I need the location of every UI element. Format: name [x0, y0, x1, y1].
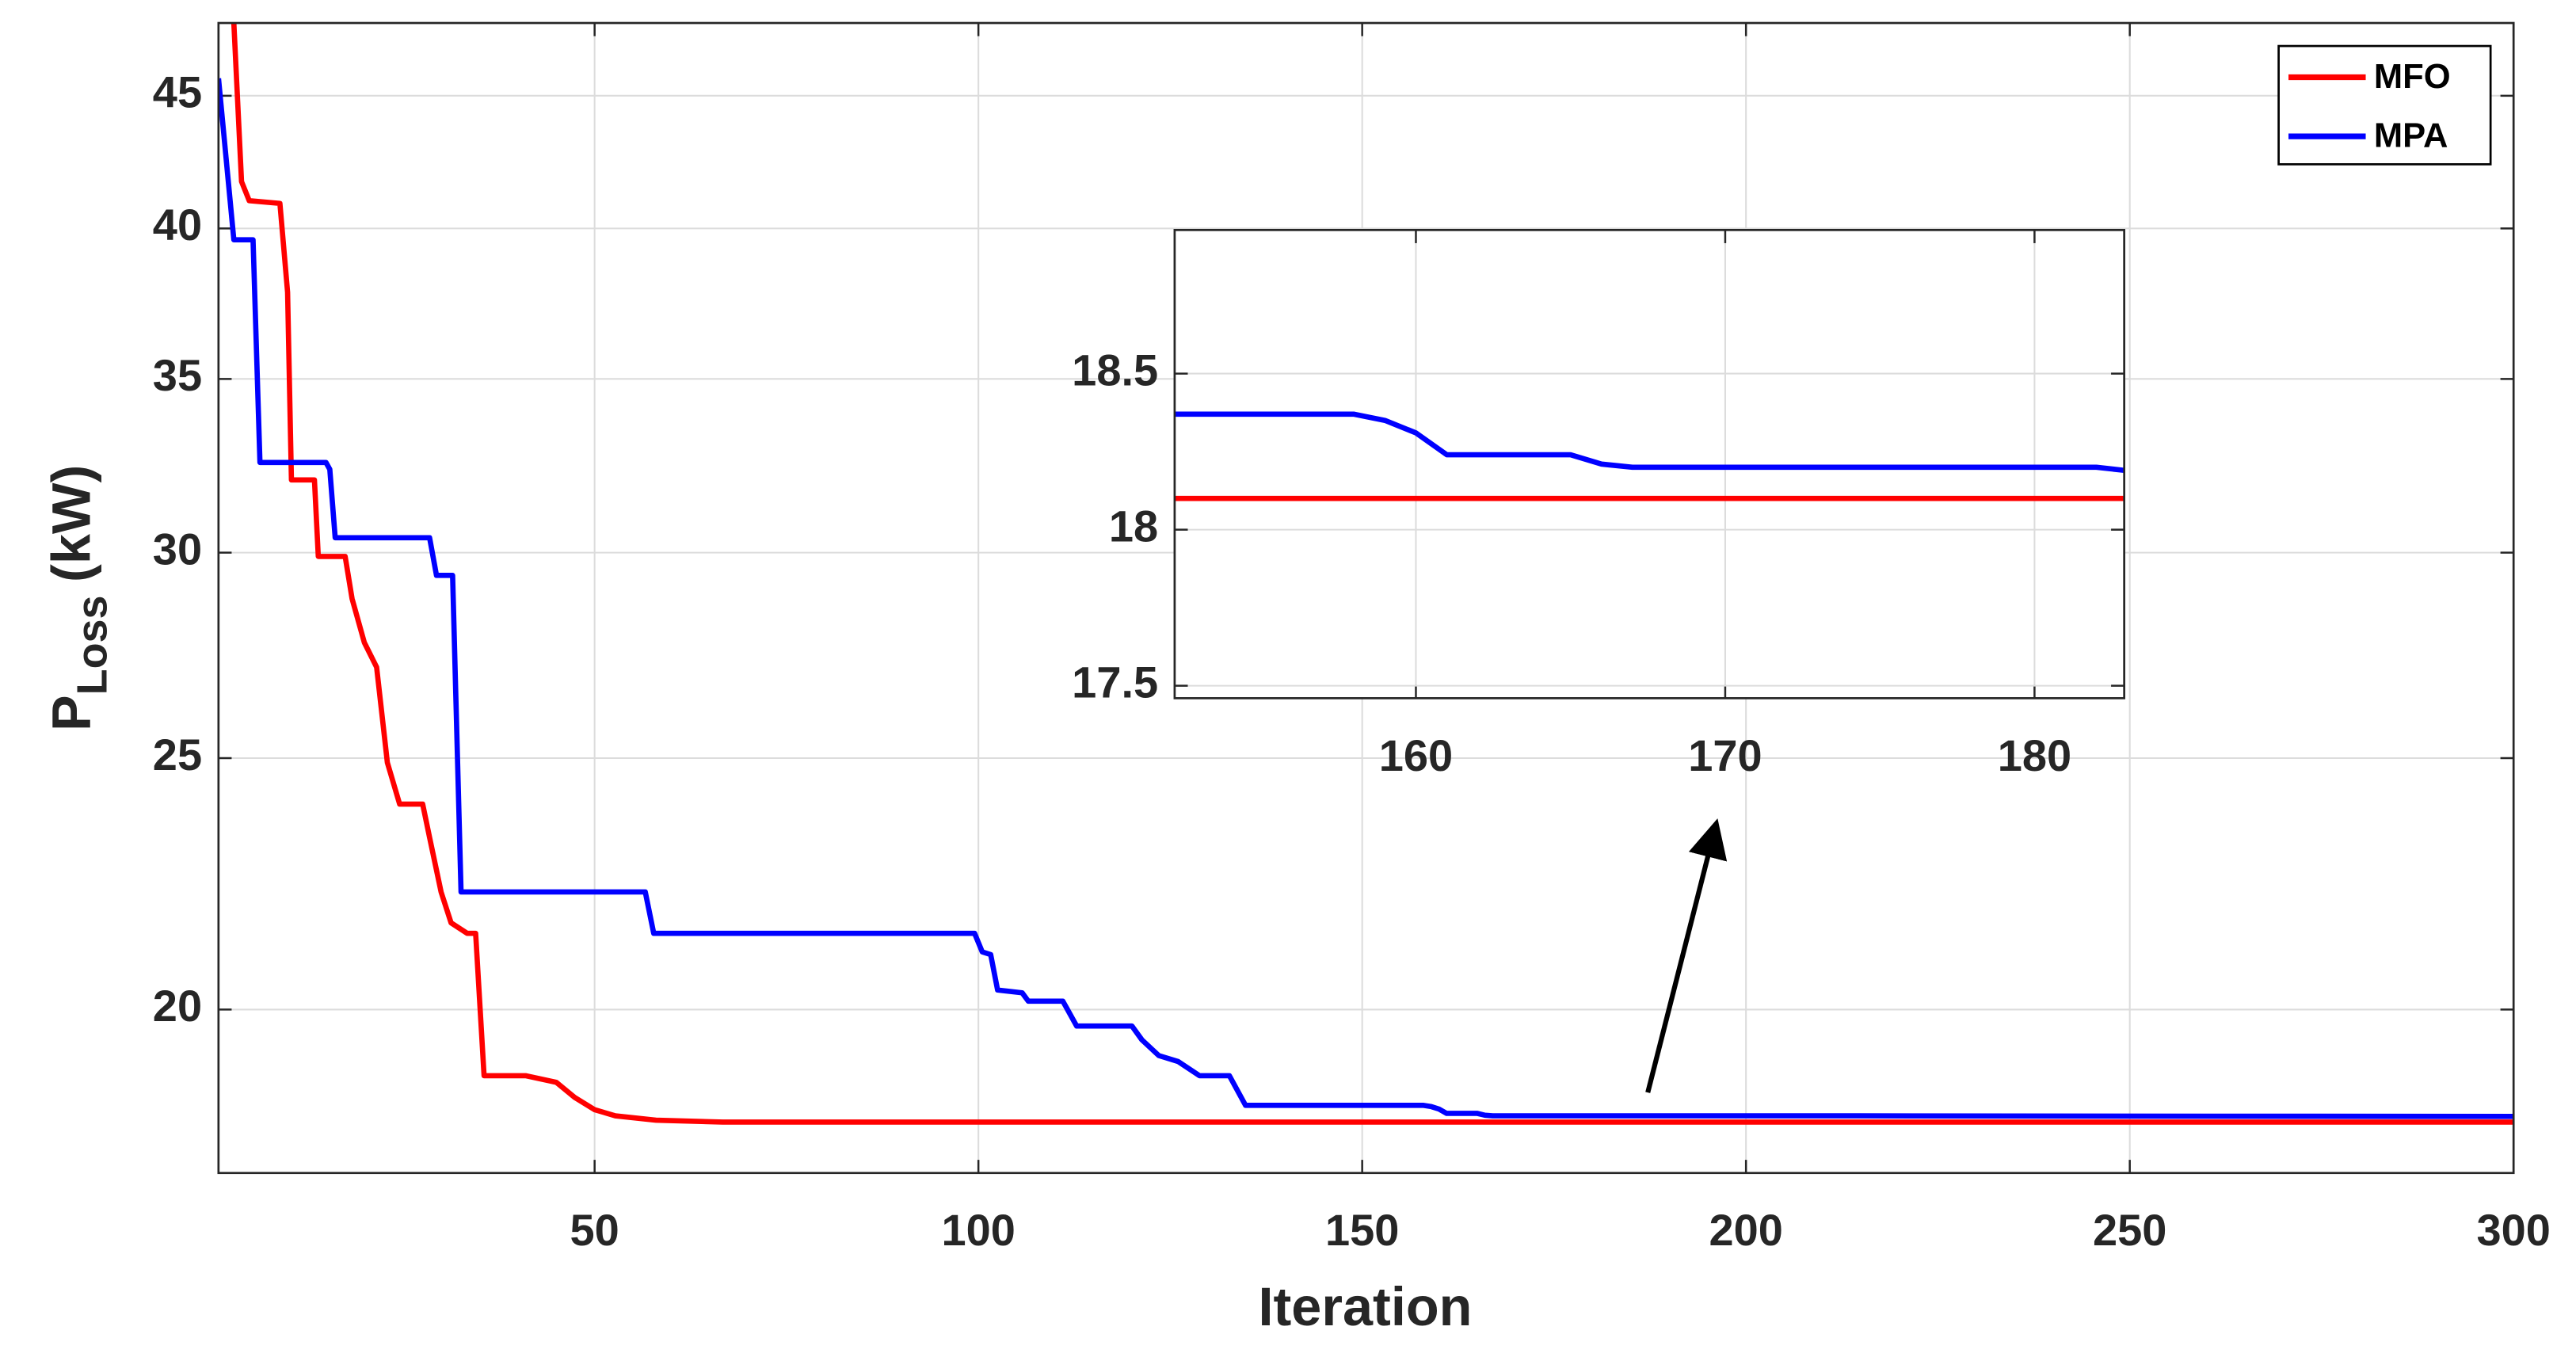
legend-label: MFO: [2374, 58, 2451, 96]
x-tick-label: 300: [2476, 1205, 2550, 1255]
y-tick-label: 40: [153, 200, 202, 250]
y-label-sub: Loss: [69, 596, 116, 696]
y-tick-label: 45: [153, 67, 202, 117]
x-tick-label: 180: [1998, 730, 2071, 780]
zoom-arrow: [1645, 818, 1728, 1093]
y-tick-label: 25: [153, 730, 202, 780]
series-line: [218, 78, 2514, 1119]
x-tick-label: 150: [1325, 1205, 1399, 1255]
series-line: [231, 23, 2514, 1125]
x-tick-label: 50: [570, 1205, 619, 1255]
y-tick-label: 30: [153, 524, 202, 574]
x-tick-label: 200: [1709, 1205, 1782, 1255]
y-tick-label: 20: [153, 981, 202, 1031]
y-tick-label: 17.5: [1072, 657, 1158, 707]
y-label-unit: (kW): [40, 465, 101, 582]
legend-box: [2277, 44, 2492, 166]
plot-frame: [1173, 228, 2126, 699]
legend: MFO MPA: [2277, 44, 2492, 166]
y-axis-label: PLoss (kW): [40, 465, 116, 731]
x-tick-label: 250: [2093, 1205, 2166, 1255]
y-tick-label: 18.5: [1072, 345, 1158, 395]
series-line: [1174, 411, 2124, 474]
plot-frame: [217, 21, 2515, 1175]
y-label-main: P: [40, 695, 101, 731]
x-tick-label: 100: [941, 1205, 1015, 1255]
plot-area: [1174, 230, 2124, 699]
y-tick-label: 18: [1109, 501, 1158, 551]
x-axis-label: Iteration: [1259, 1276, 1473, 1337]
x-tick-label: 170: [1688, 730, 1762, 780]
legend-label: MPA: [2374, 117, 2448, 155]
x-tick-label: 160: [1379, 730, 1453, 780]
y-tick-label: 35: [153, 350, 202, 400]
inset-plot: 160 170 180 17.5 18 18.5: [1072, 228, 2126, 780]
